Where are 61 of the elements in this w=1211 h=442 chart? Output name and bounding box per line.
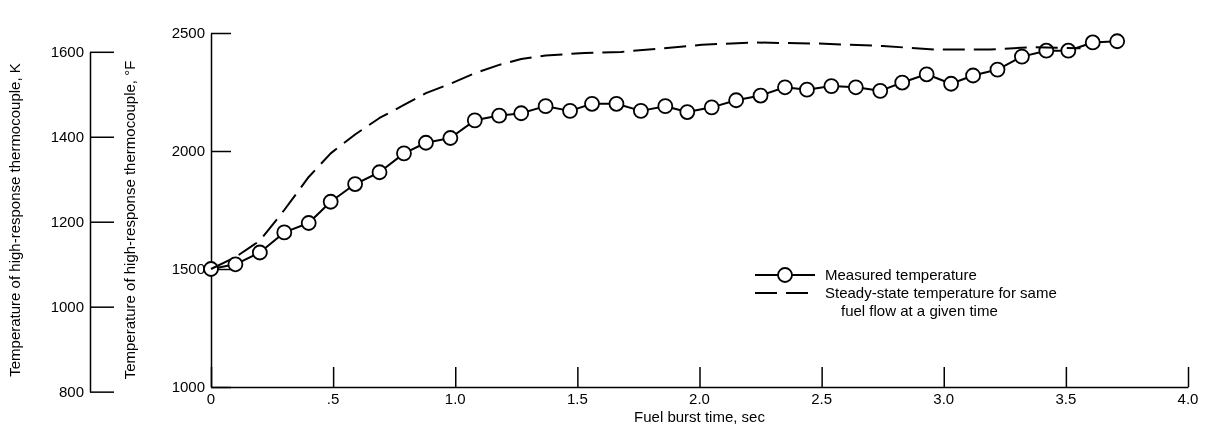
x-tick-label: 1.5 [566, 390, 588, 407]
y-tick-label: 2500 [171, 24, 205, 42]
point [1060, 42, 1077, 59]
point [442, 130, 459, 146]
point [371, 164, 388, 181]
point [396, 145, 412, 162]
y-tick-label: 1000 [171, 378, 205, 396]
legend-label: Steady-state temperature for same fuel flow at a given time [825, 284, 1057, 319]
point [203, 261, 219, 277]
y2-tick-label: 800 [58, 382, 84, 400]
point [657, 98, 674, 115]
point [777, 79, 793, 96]
x-tick-label: 3.5 [1055, 390, 1077, 407]
point [679, 104, 696, 120]
point [1014, 48, 1030, 65]
point [300, 215, 317, 231]
point [513, 105, 530, 122]
point [466, 112, 483, 129]
point [989, 61, 1006, 78]
point [823, 78, 840, 94]
y-axis-title: Temperature of high-response thermocouple, °F [121, 60, 138, 380]
point [562, 102, 578, 119]
point [703, 99, 720, 116]
legend-label: Measured temperature [825, 266, 977, 284]
x-tick-label: .5 [326, 390, 340, 407]
point [1084, 34, 1101, 51]
x-tick-label: 0 [206, 390, 216, 407]
x-tick-label: 3.0 [933, 390, 955, 407]
point [894, 74, 911, 91]
point [227, 256, 244, 273]
point [251, 244, 268, 261]
point [276, 224, 293, 241]
x-tick-label: 2.0 [689, 390, 710, 407]
y2-tick-label: 1000 [50, 297, 84, 315]
point [584, 95, 600, 112]
point [608, 95, 625, 112]
y2-axis-title: Temperature of high-response thermocouple, K [6, 63, 23, 377]
point [872, 82, 889, 99]
point [965, 67, 981, 84]
x-tick-label: 2.5 [811, 390, 833, 407]
point [728, 92, 745, 109]
x-axis-title: Fuel burst time, sec [634, 408, 766, 425]
point [418, 134, 434, 151]
point [537, 98, 554, 115]
x-tick-label: 1.0 [444, 390, 466, 407]
y2-tick-label: 1400 [50, 128, 84, 146]
point [632, 102, 649, 119]
point [1109, 33, 1126, 50]
y-tick-label: 1500 [171, 260, 205, 278]
point [347, 176, 364, 192]
point [847, 79, 864, 96]
point [943, 75, 959, 92]
y2-tick-label: 1200 [50, 212, 84, 230]
y2-tick-label: 1600 [50, 43, 84, 61]
point [752, 87, 769, 104]
y-tick-label: 2000 [171, 142, 205, 160]
point [918, 66, 935, 83]
point [799, 81, 815, 98]
x-tick-label: 4.0 [1177, 390, 1199, 407]
point [322, 193, 339, 210]
point [491, 107, 508, 124]
